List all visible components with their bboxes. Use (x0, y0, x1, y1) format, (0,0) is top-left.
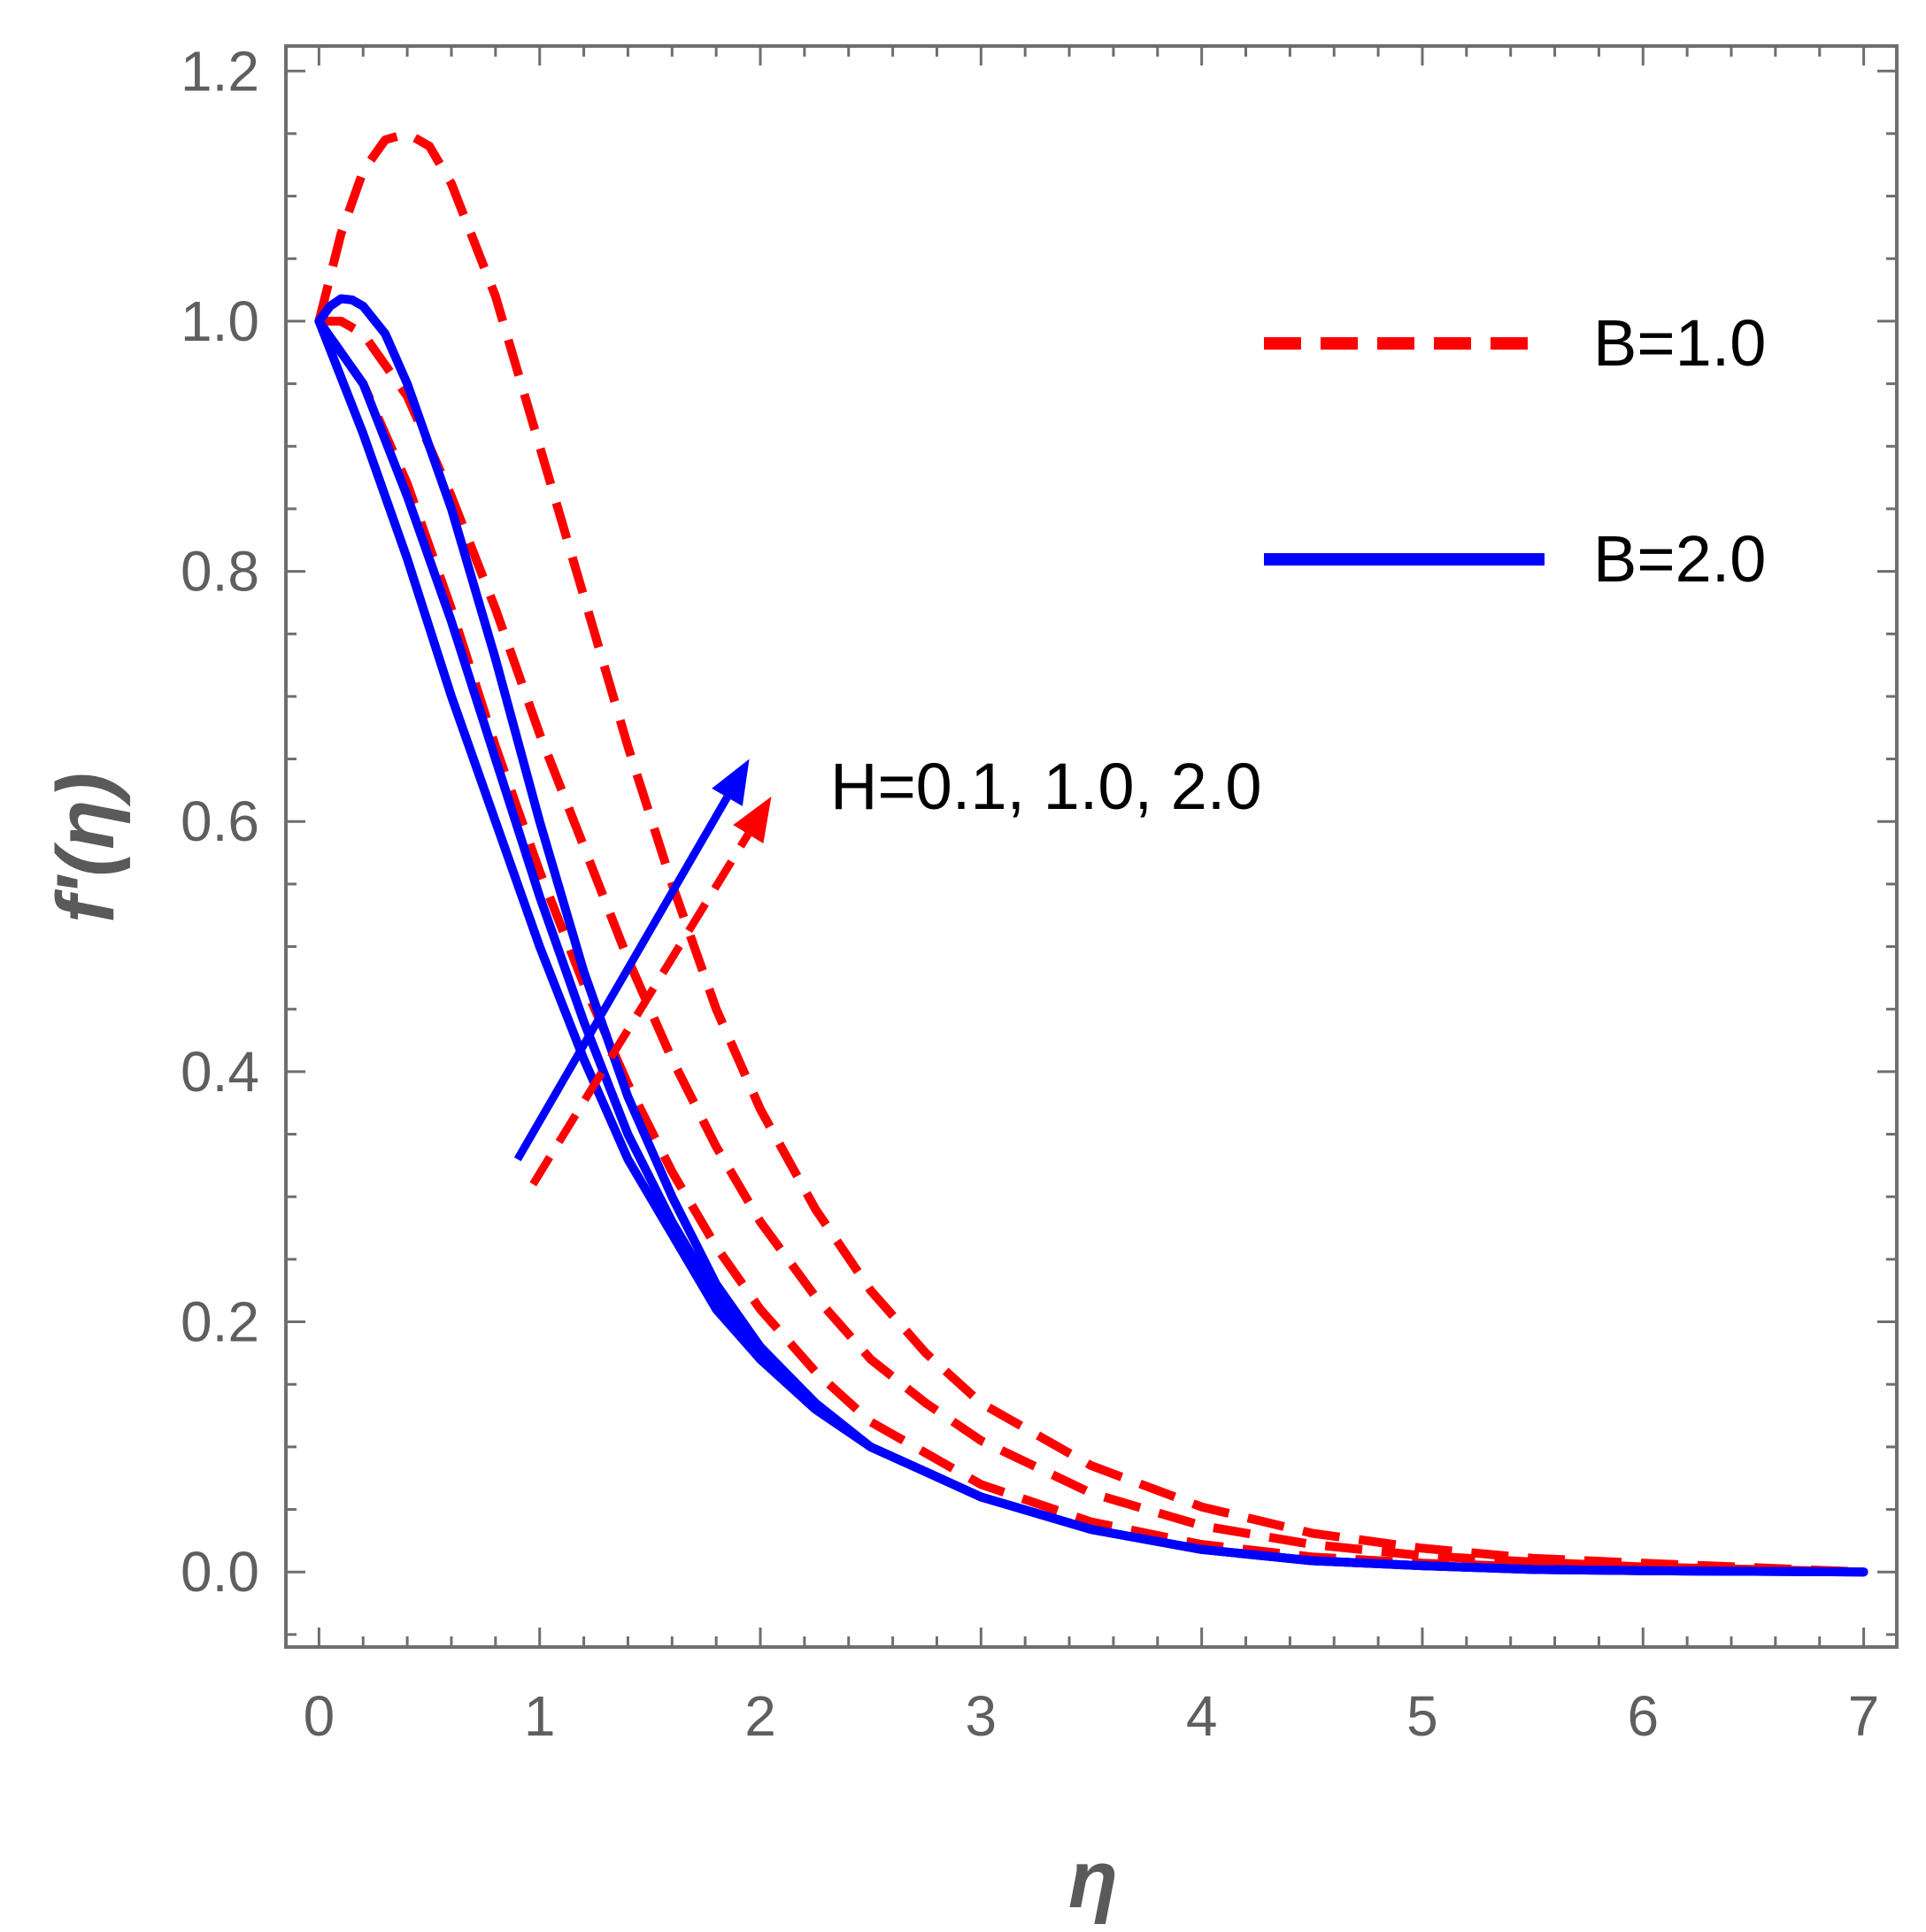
series-line-b1-0 (315, 319, 1864, 1577)
y-tick-label: 0.0 (181, 1540, 259, 1604)
x-tick-label: 6 (1627, 1684, 1659, 1748)
series-line-b2-3 (314, 316, 1868, 1577)
tick-labels: 0 1 2 3 4 5 6 7 0.0 0.2 0.4 0.6 0.8 1.0 1.2 (181, 39, 1879, 1748)
y-tick-label: 0.2 (181, 1290, 259, 1354)
h-arrow-shaft-0 (529, 832, 752, 1187)
legend: B=1.0 B=2.0 (1264, 306, 1766, 596)
legend-label-b1: B=1.0 (1593, 306, 1766, 380)
x-tick-label: 4 (1186, 1684, 1218, 1748)
plot-series (314, 128, 1868, 1577)
series-line-b2-5 (314, 294, 1868, 1577)
x-tick-label: 0 (304, 1684, 335, 1748)
y-tick-label: 0.8 (181, 540, 259, 604)
series-line-b1-1 (319, 316, 1864, 1577)
h-arrow-head-1 (712, 758, 750, 806)
x-tick-label: 2 (744, 1684, 776, 1748)
series-line-b2-4 (314, 316, 1868, 1577)
h-arrow-head-0 (733, 796, 772, 844)
x-tick-label: 7 (1848, 1684, 1880, 1748)
y-tick-label: 1.0 (181, 289, 259, 353)
x-tick-label: 3 (966, 1684, 998, 1748)
y-tick-label: 0.6 (181, 789, 259, 853)
x-axis-title: η (1068, 1835, 1118, 1925)
x-tick-label: 5 (1406, 1684, 1438, 1748)
h-parameter-annotation: H=0.1, 1.0, 2.0 (830, 750, 1262, 823)
y-tick-label: 1.2 (181, 39, 259, 103)
series-line-b1-2 (314, 128, 1864, 1577)
h-arrow-shaft-1 (513, 795, 731, 1162)
y-axis-title: f'(η) (41, 773, 131, 923)
plot-frame (284, 44, 1899, 1649)
annotation-arrows (513, 758, 772, 1187)
legend-label-b2: B=2.0 (1593, 522, 1766, 596)
x-tick-label: 1 (524, 1684, 556, 1748)
y-tick-label: 0.4 (181, 1040, 259, 1104)
